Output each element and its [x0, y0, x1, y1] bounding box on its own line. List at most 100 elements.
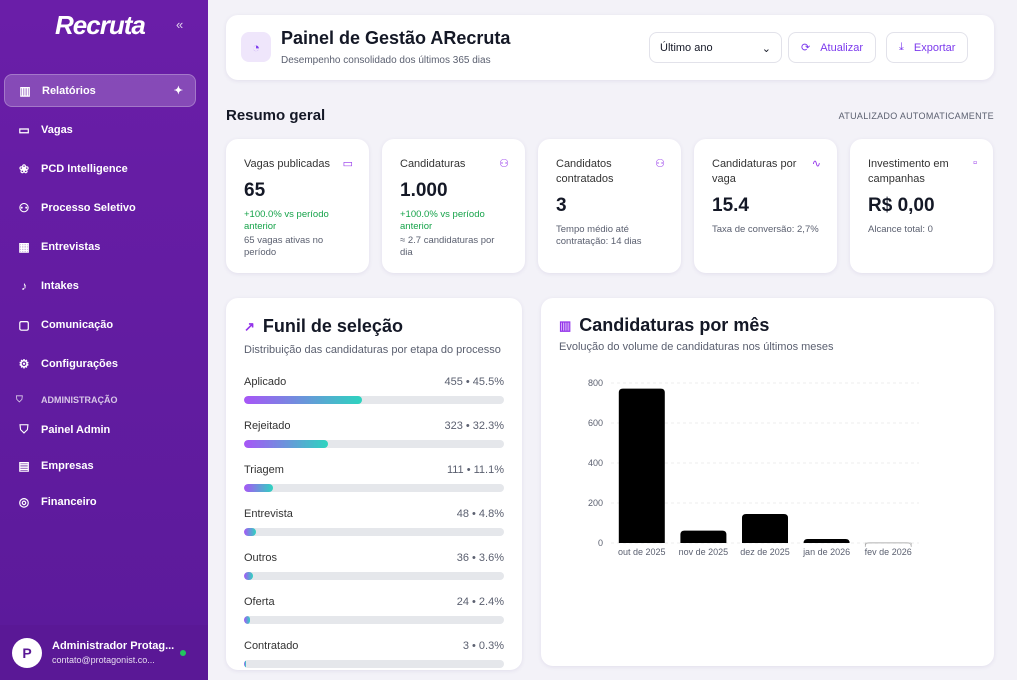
- user-profile[interactable]: P Administrador Protag... contato@protag…: [0, 625, 208, 680]
- admin-section-label: ⛉ ADMINISTRAÇÃO: [16, 394, 118, 405]
- admin-item-1[interactable]: ▤ Empresas: [4, 449, 196, 482]
- kpi-delta: +100.0% vs período anterior: [244, 209, 329, 232]
- page-header: ◔ Painel de Gestão ARecruta Desempenho c…: [226, 15, 994, 80]
- x-tick-label: out de 2025: [618, 547, 666, 557]
- activity-icon: ∿: [811, 158, 821, 170]
- x-tick-label: jan de 2026: [802, 547, 850, 557]
- stage-progress-fill: [244, 572, 254, 580]
- coins-icon: ◎: [18, 494, 30, 509]
- shield-icon: ⛉: [19, 422, 29, 436]
- refresh-label: Atualizar: [820, 41, 864, 54]
- stage-value: 3 • 0.3%: [462, 640, 504, 652]
- stage-label: Outros: [244, 552, 278, 564]
- sidebar-item-label: Processo Seletivo: [41, 201, 136, 214]
- x-tick-label: fev de 2026: [865, 547, 912, 557]
- sidebar-item-label: PCD Intelligence: [41, 162, 128, 175]
- kpi-note: 65 vagas ativas no período: [244, 235, 324, 258]
- briefcase-icon: ▭: [18, 122, 30, 137]
- page-subtitle: Desempenho consolidado dos últimos 365 d…: [281, 55, 491, 66]
- gauge-icon: ◔: [241, 32, 271, 62]
- bar[interactable]: [864, 542, 912, 547]
- auto-update-label: ATUALIZADO AUTOMATICAMENTE: [838, 111, 994, 121]
- x-tick-label: nov de 2025: [679, 547, 729, 557]
- stage-progress-fill: [244, 484, 273, 492]
- funnel-stage: Contratado 3 • 0.3%: [244, 640, 504, 668]
- stage-progress-fill: [244, 396, 363, 404]
- chart-card: ▥ Candidaturas por mês Evolução do volume…: [541, 298, 994, 666]
- funnel-stage: Rejeitado 323 • 32.3%: [244, 420, 504, 448]
- sidebar-item-label: Vagas: [41, 123, 73, 136]
- export-button[interactable]: ⤓ Exportar: [886, 32, 969, 63]
- sidebar-item-6[interactable]: ▢ Comunicação: [4, 308, 196, 341]
- calendar-icon: ▦: [18, 239, 30, 254]
- kpi-value: 15.4: [712, 195, 749, 216]
- sidebar-item-1[interactable]: ▭ Vagas: [4, 113, 196, 146]
- funnel-stage: Entrevista 48 • 4.8%: [244, 508, 504, 536]
- bar[interactable]: [803, 539, 850, 543]
- funnel-card: ↗ Funil de seleção Distribuição das candi…: [226, 298, 522, 670]
- sidebar-item-5[interactable]: ♪ Intakes: [4, 269, 196, 302]
- kpi-value: R$ 0,00: [868, 195, 935, 216]
- kpi-label: Candidaturas: [400, 158, 466, 170]
- user-check-icon: ⚇: [18, 200, 30, 215]
- kpi-card: Candidaturas por vaga ∿ 15.4 Taxa de conver…: [694, 139, 837, 273]
- collapse-sidebar-icon[interactable]: «: [176, 17, 184, 32]
- kpi-note: ≈ 2.7 candidaturas por dia: [400, 235, 495, 258]
- trending-up-icon: ↗: [244, 318, 255, 334]
- user-email: contato@protagonist.co...: [52, 655, 155, 665]
- calendar-icon: ▫: [973, 157, 977, 169]
- stage-progress-fill: [244, 440, 328, 448]
- bar[interactable]: [618, 388, 665, 543]
- y-tick-label: 800: [588, 378, 603, 388]
- kpi-label: Vagas publicadas: [244, 158, 331, 170]
- stage-progress-fill: [244, 528, 257, 536]
- kpi-value: 3: [556, 195, 567, 216]
- admin-item-2[interactable]: ◎ Financeiro: [4, 485, 196, 518]
- sidebar-item-3[interactable]: ⚇ Processo Seletivo: [4, 191, 196, 224]
- kpi-note: Alcance total: 0: [868, 224, 933, 235]
- funnel-subtitle: Distribuição das candidaturas por etapa …: [244, 344, 501, 356]
- kpi-label: Candidaturas por vaga: [712, 158, 797, 185]
- shield-icon: ⛉: [16, 394, 23, 404]
- stage-value: 24 • 2.4%: [456, 596, 504, 608]
- sidebar: Recruta « ▥ Relatórios ✦ ▭ Vagas ❀ PCD Intelli…: [0, 0, 208, 680]
- bar-chart: 0 200 400 600 800 out de 2025 nov de 2025 dez d…: [588, 378, 919, 557]
- stage-label: Aplicado: [244, 376, 287, 388]
- bar[interactable]: [742, 514, 788, 543]
- funnel-title: Funil de seleção: [262, 316, 403, 336]
- kpi-value: 1.000: [400, 180, 448, 201]
- stage-value: 455 • 45.5%: [444, 376, 504, 388]
- kpi-note: Taxa de conversão: 2,7%: [712, 224, 819, 235]
- refresh-icon: ⟳: [801, 42, 811, 54]
- sidebar-item-label: Comunicação: [41, 318, 114, 331]
- kpi-delta: +100.0% vs período anterior: [400, 209, 485, 232]
- bar[interactable]: [680, 530, 727, 543]
- period-select[interactable]: Último ano ⌄: [649, 32, 782, 63]
- sidebar-item-4[interactable]: ▦ Entrevistas: [4, 230, 196, 263]
- stage-label: Rejeitado: [244, 420, 291, 432]
- y-tick-label: 400: [588, 458, 603, 468]
- kpi-card: Vagas publicadas ▭ 65 +100.0% vs período an…: [226, 139, 369, 273]
- kpi-value: 65: [244, 180, 266, 201]
- admin-item-label: Financeiro: [41, 495, 97, 508]
- sidebar-item-0[interactable]: ▥ Relatórios ✦: [4, 74, 196, 107]
- funnel-stage: Outros 36 • 3.6%: [244, 552, 504, 580]
- user-name: Administrador Protag...: [52, 640, 175, 652]
- kpi-card: Candidaturas ⚇ 1.000 +100.0% vs período ant…: [382, 139, 525, 273]
- chart-title: Candidaturas por mês: [579, 315, 770, 335]
- admin-item-0[interactable]: ⛉ Painel Admin: [4, 413, 196, 446]
- stage-progress-track: [244, 484, 504, 492]
- funnel-stage: Triagem 111 • 11.1%: [244, 464, 504, 492]
- sidebar-item-2[interactable]: ❀ PCD Intelligence: [4, 152, 196, 185]
- sparkle-icon: ✦: [173, 85, 183, 97]
- section-title: Resumo geral: [226, 107, 326, 124]
- message-icon: ▢: [18, 317, 30, 332]
- sidebar-item-label: Relatórios: [42, 84, 96, 97]
- refresh-button[interactable]: ⟳ Atualizar: [788, 32, 877, 63]
- avatar: P: [12, 637, 42, 668]
- stage-progress-track: [244, 660, 504, 668]
- sidebar-item-7[interactable]: ⚙ Configurações: [4, 347, 196, 380]
- users-icon: ⚇: [499, 158, 509, 170]
- microphone-icon: ♪: [21, 278, 27, 293]
- sidebar-item-label: Configurações: [41, 357, 119, 370]
